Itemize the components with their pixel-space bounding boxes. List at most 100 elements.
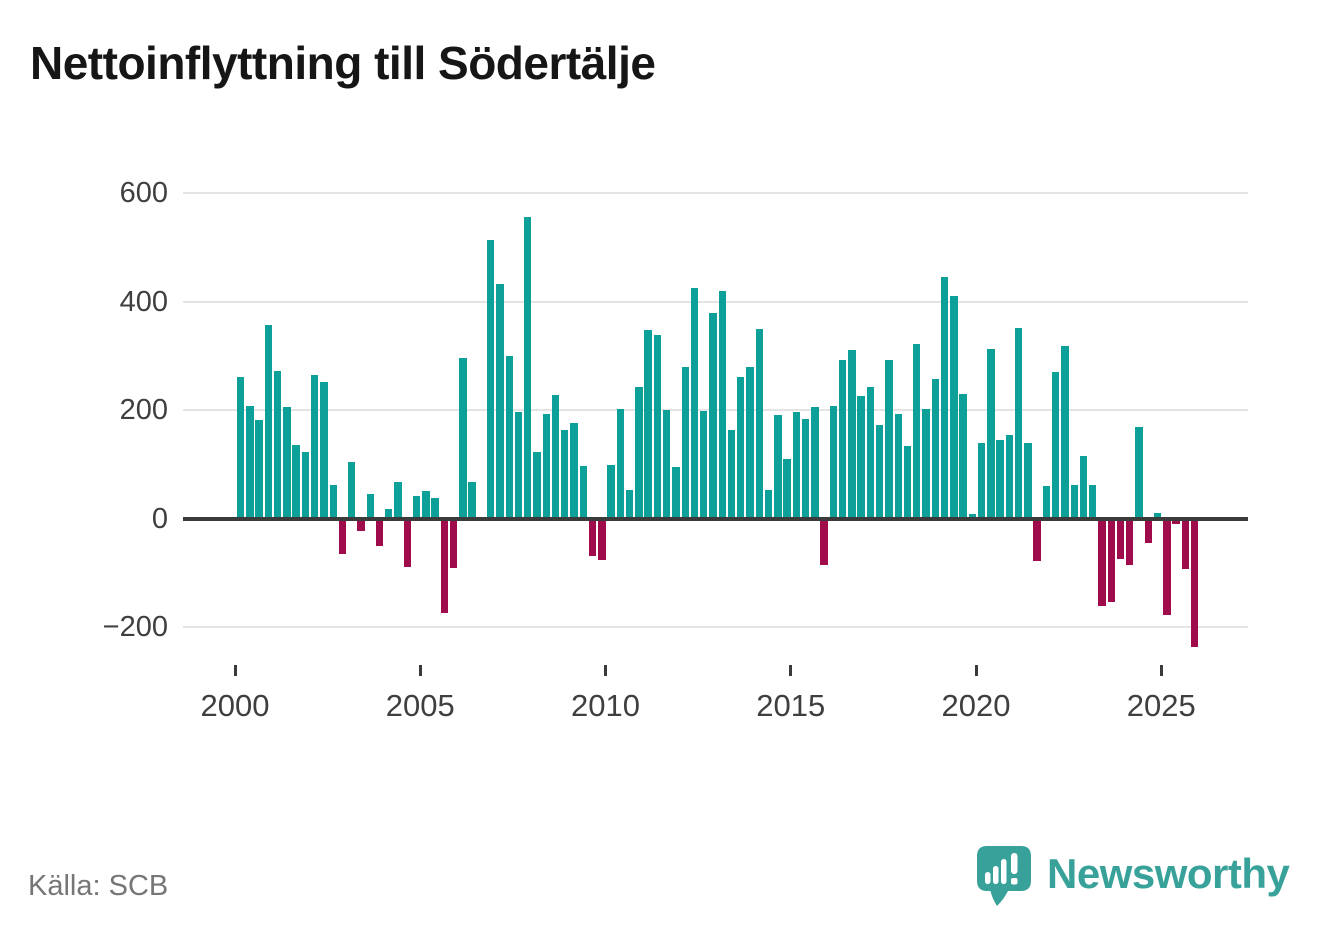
bar (801, 419, 810, 519)
bar (792, 411, 801, 519)
bar (496, 284, 504, 519)
bar (876, 425, 884, 519)
bar (931, 378, 939, 519)
bar (1052, 372, 1060, 519)
y-tick-label: 200 (119, 394, 168, 426)
x-tick-label: 2005 (385, 688, 455, 723)
bar (755, 328, 763, 519)
bar (338, 518, 347, 555)
bar (857, 396, 865, 519)
bar (524, 216, 532, 519)
bar (811, 406, 819, 519)
bar (486, 240, 495, 519)
bar (616, 409, 625, 519)
bar (672, 466, 680, 519)
logo-bar-small (985, 872, 991, 884)
bar (283, 407, 291, 519)
x-tick-mark (233, 665, 237, 676)
bar (468, 481, 476, 519)
bar (385, 509, 393, 519)
bar (700, 411, 708, 519)
bar (783, 458, 791, 519)
bar (514, 411, 523, 519)
bar (412, 496, 421, 519)
bar (690, 287, 699, 519)
chart-title: Nettoinflyttning till Södertälje (30, 37, 656, 89)
bar (449, 518, 458, 569)
x-tick-label: 2000 (200, 688, 270, 723)
bar (885, 359, 893, 519)
gridline (183, 192, 1248, 194)
bar (422, 491, 430, 519)
bar (542, 414, 550, 519)
bar (1098, 518, 1106, 607)
bar (1042, 485, 1051, 519)
bar (1144, 518, 1153, 543)
bar (431, 497, 439, 519)
bar (394, 482, 402, 519)
bar (1033, 518, 1041, 561)
bar (1070, 484, 1078, 519)
x-tick-mark (789, 665, 793, 676)
bar (301, 452, 310, 519)
bar (727, 430, 736, 519)
bar (1126, 518, 1134, 565)
bar (292, 445, 300, 519)
bar (1135, 427, 1143, 519)
bar (959, 393, 967, 519)
y-tick-label: 600 (119, 177, 168, 209)
bar (922, 409, 930, 519)
x-tick-label: 2010 (571, 688, 640, 723)
bar (588, 518, 597, 557)
logo-exclamation-dot (1011, 878, 1018, 885)
bar (1116, 518, 1125, 560)
bar (236, 377, 245, 519)
bar (329, 485, 337, 519)
bar (551, 395, 560, 519)
bar (866, 387, 875, 519)
x-tick-mark (418, 665, 422, 676)
bar (505, 355, 513, 519)
gridline (183, 300, 1248, 303)
bar (375, 518, 384, 547)
bar (246, 406, 254, 519)
bar (940, 277, 949, 519)
bar (1181, 518, 1190, 569)
bar (977, 442, 986, 519)
bar (950, 296, 958, 519)
bar (357, 518, 365, 531)
bar (764, 490, 773, 519)
bar (968, 514, 977, 519)
bar (718, 290, 726, 519)
bar (644, 330, 652, 519)
x-tick-label: 2015 (756, 688, 826, 723)
bar (459, 358, 467, 519)
bar (1190, 518, 1199, 648)
gridline (183, 626, 1248, 628)
bar (635, 387, 643, 519)
source-label: Källa: SCB (28, 870, 169, 902)
zero-axis-line (183, 516, 1248, 521)
bar (820, 518, 828, 566)
bar (264, 325, 273, 519)
y-tick-label: 0 (151, 502, 168, 535)
bar (625, 490, 634, 519)
y-tick-label: −200 (102, 611, 168, 643)
bar (403, 518, 412, 568)
bar (1061, 345, 1069, 519)
x-tick-mark (1159, 665, 1163, 676)
bar (598, 518, 606, 560)
bar (996, 439, 1004, 519)
bar (829, 406, 838, 519)
newsworthy-wordmark: Newsworthy (1047, 850, 1290, 897)
bar (1024, 442, 1032, 519)
bar (320, 381, 328, 519)
bar (255, 420, 263, 519)
bar (662, 410, 671, 519)
bar (1089, 485, 1097, 519)
bar (1107, 518, 1115, 602)
bar (681, 366, 689, 519)
bar (533, 451, 541, 519)
